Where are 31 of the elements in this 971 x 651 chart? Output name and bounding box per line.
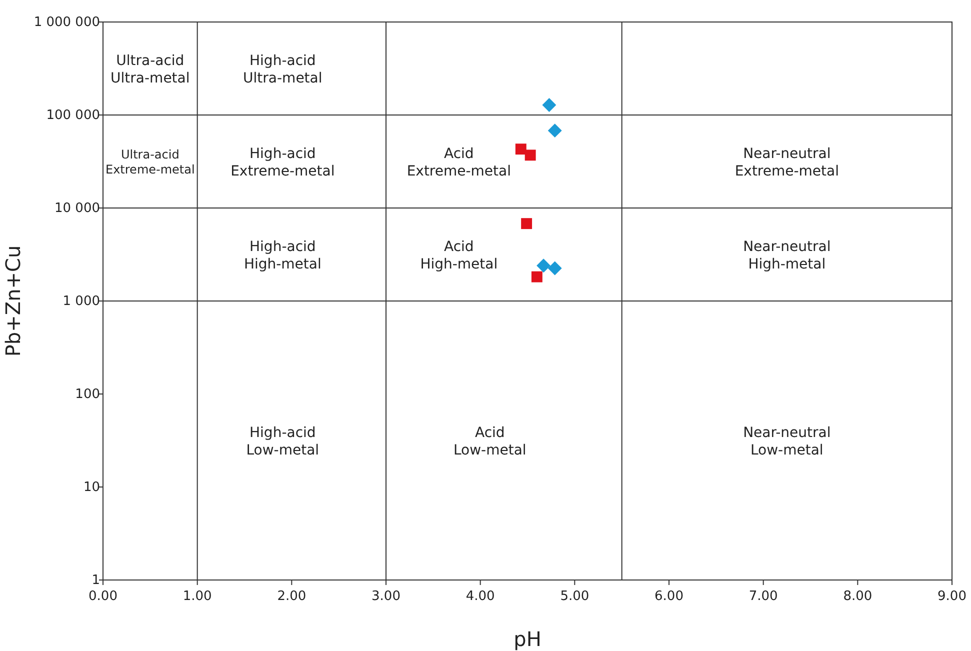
annotation: High-acid Extreme-metal	[230, 146, 335, 180]
x-tick-label: 3.00	[372, 589, 400, 604]
y-tick-label: 10	[83, 480, 100, 495]
x-tick-label: 1.00	[182, 589, 212, 604]
x-tick-label: 2.00	[277, 589, 306, 604]
x-tick-label: 4.00	[466, 589, 495, 604]
x-axis-title: pH	[514, 627, 542, 651]
x-tick-label: 5.00	[560, 589, 590, 604]
annotation: Acid Low-metal	[453, 425, 526, 458]
y-tick-label: 10 000	[54, 201, 100, 216]
annotation: Ultra-acid Extreme-metal	[106, 148, 195, 176]
x-tick-label: 6.00	[654, 589, 684, 604]
annotation: High-acid Ultra-metal	[243, 53, 322, 86]
y-tick-label: 100	[75, 387, 100, 402]
annotation: High-acid Low-metal	[246, 425, 320, 458]
y-tick-label: 1 000 000	[34, 15, 100, 30]
y-tick-label: 1	[92, 573, 100, 588]
y-axis-title: Pb+Zn+Cu	[1, 245, 25, 357]
x-tick-label: 0.00	[88, 589, 118, 604]
x-tick-label: 7.00	[748, 589, 778, 604]
x-tick-label: 8.00	[843, 589, 872, 604]
annotation: Acid High-metal	[420, 239, 498, 272]
y-tick-label: 1 000	[62, 294, 100, 309]
annotation: Acid Extreme-metal	[406, 146, 512, 180]
annotation: Ultra-acid Ultra-metal	[110, 53, 190, 86]
annotation: Near-neutral Extreme-metal	[734, 146, 840, 180]
y-tick-label: 100 000	[46, 108, 100, 123]
x-tick-label: 9.00	[938, 589, 966, 604]
annotation: Near-neutral High-metal	[743, 239, 831, 272]
annotation: Near-neutral Low-metal	[743, 425, 831, 458]
annotation: High-acid High-metal	[244, 239, 322, 272]
